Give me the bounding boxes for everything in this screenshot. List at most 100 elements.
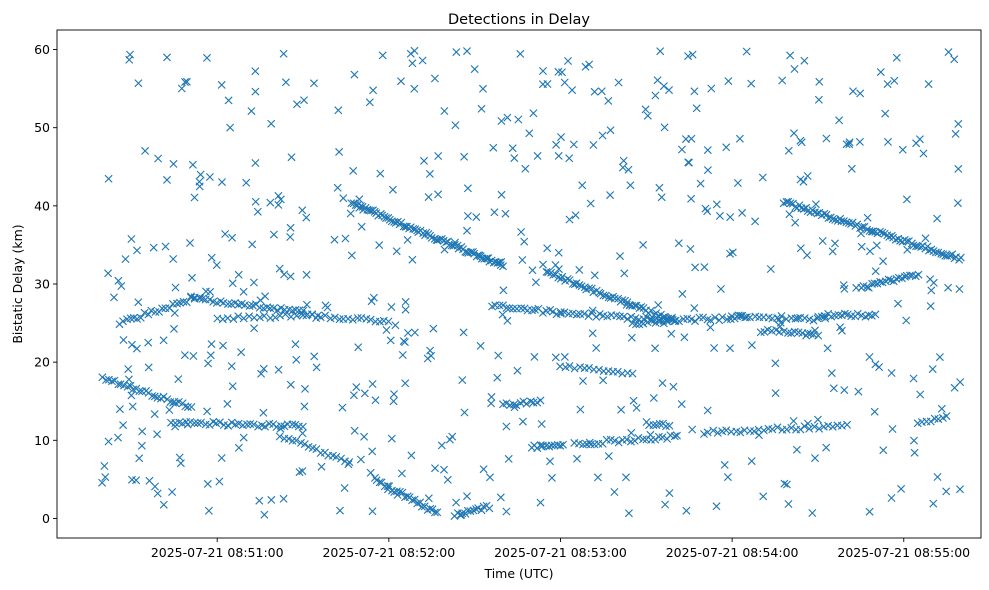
clutter-point — [585, 60, 594, 69]
clutter-point — [520, 237, 529, 246]
clutter-point — [933, 473, 942, 481]
track-point — [834, 311, 843, 319]
clutter-point — [132, 344, 141, 353]
track-point — [549, 270, 558, 279]
clutter-point — [292, 355, 301, 364]
track-point — [799, 205, 808, 213]
clutter-point — [104, 174, 113, 183]
track-point — [136, 313, 145, 322]
clutter-point — [627, 333, 636, 342]
track-point — [187, 403, 196, 411]
clutter-point — [323, 303, 332, 312]
clutter-point — [514, 115, 523, 124]
track-point — [559, 440, 567, 449]
clutter-point — [598, 131, 607, 140]
clutter-point — [190, 193, 199, 202]
clutter-point — [460, 152, 469, 161]
track-point — [817, 312, 826, 321]
clutter-point — [339, 194, 348, 203]
clutter-point — [707, 84, 716, 93]
clutter-point — [857, 242, 866, 251]
track-point — [271, 313, 280, 322]
clutter-point — [401, 379, 410, 388]
clutter-point — [124, 365, 133, 374]
clutter-point — [249, 278, 258, 287]
clutter-point — [386, 336, 395, 345]
clutter-point — [879, 446, 888, 455]
clutter-point — [399, 337, 408, 346]
clutter-point — [360, 389, 369, 398]
clutter-point — [950, 55, 959, 64]
track-point — [321, 311, 330, 320]
clutter-point — [517, 228, 526, 236]
track-point — [548, 307, 557, 316]
clutter-point — [847, 164, 856, 173]
clutter-point — [408, 255, 417, 264]
clutter-point — [228, 279, 237, 288]
track-point — [288, 306, 297, 315]
clutter-point — [649, 394, 658, 402]
clutter-point — [451, 121, 460, 130]
track-point — [353, 314, 362, 322]
track-point — [878, 228, 887, 237]
clutter-point — [554, 67, 563, 76]
clutter-point — [463, 226, 471, 235]
track-point — [870, 279, 879, 288]
track-point — [316, 313, 325, 322]
clutter-point — [340, 484, 349, 492]
clutter-point — [255, 496, 264, 505]
clutter-point — [942, 487, 951, 496]
y-tick-label: 50 — [34, 120, 50, 135]
clutter-point — [692, 104, 701, 113]
clutter-point — [508, 144, 517, 153]
track-point — [499, 301, 507, 310]
clutter-point — [503, 113, 512, 122]
clutter-point — [401, 297, 410, 306]
track-point — [784, 197, 793, 206]
clutter-point — [260, 510, 269, 519]
x-tick-label: 2025-07-21 08:55:00 — [837, 545, 970, 560]
clutter-point — [267, 495, 276, 504]
clutter-point — [101, 473, 110, 482]
clutter-point — [665, 489, 674, 498]
clutter-point — [317, 462, 326, 471]
track-point — [613, 367, 622, 376]
clutter-point — [430, 74, 439, 83]
track-point — [929, 247, 938, 256]
track-point — [246, 420, 255, 428]
track-point — [269, 304, 278, 313]
clutter-point — [346, 209, 355, 218]
clutter-point — [840, 386, 849, 395]
track-point — [768, 425, 777, 434]
clutter-point — [892, 53, 901, 62]
track-point — [345, 458, 354, 467]
track-point — [773, 423, 782, 432]
track-point — [876, 227, 884, 236]
clutter-point — [217, 80, 226, 89]
track-point — [430, 508, 439, 517]
track-point — [779, 327, 788, 336]
clutter-point — [870, 407, 879, 416]
clutter-point — [418, 56, 427, 65]
clutter-point — [338, 403, 347, 412]
track-point — [914, 270, 923, 279]
clutter-point — [310, 352, 319, 361]
clutter-point — [134, 298, 143, 307]
track-point — [658, 433, 667, 442]
track-point — [575, 281, 584, 289]
track-point — [667, 315, 676, 323]
clutter-point — [298, 467, 307, 476]
track-point — [165, 304, 174, 313]
track-point — [229, 315, 238, 324]
clutter-point — [196, 170, 205, 179]
track-point — [836, 214, 845, 223]
track-point — [358, 202, 367, 211]
clutter-point — [887, 494, 896, 502]
clutter-point — [724, 77, 733, 86]
clutter-point — [137, 441, 146, 450]
clutter-point — [280, 270, 289, 279]
clutter-point — [588, 306, 597, 315]
clutter-point — [703, 207, 712, 216]
clutter-point — [182, 77, 191, 86]
